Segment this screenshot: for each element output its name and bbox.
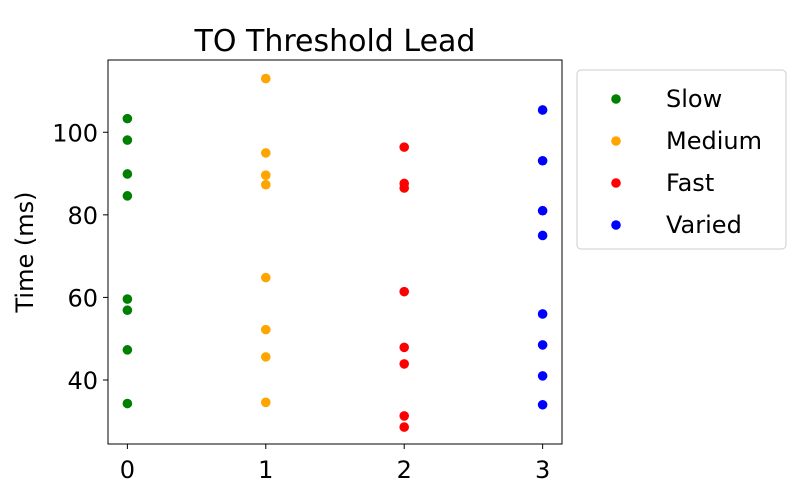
data-point-fast-3 [399, 286, 410, 297]
data-point-slow-0 [122, 113, 133, 124]
data-points [122, 73, 548, 432]
data-point-varied-5 [537, 340, 548, 350]
data-point-medium-1 [260, 148, 271, 158]
data-point-slow-3 [122, 191, 133, 201]
data-point-fast-7 [399, 422, 410, 432]
data-point-medium-2 [260, 170, 271, 180]
x-tick-label-3: 3 [535, 456, 550, 484]
data-point-varied-4 [537, 309, 548, 319]
plot-area-frame [107, 59, 563, 445]
legend: Slow Medium Fast Varied [576, 69, 787, 250]
y-tick-label-40: 40 [67, 367, 98, 395]
legend-frame [576, 69, 787, 250]
y-axis-label: Time (ms) [11, 192, 39, 314]
data-point-slow-6 [122, 345, 133, 355]
x-tick-label-1: 1 [258, 456, 273, 484]
legend-entries: Slow Medium Fast Varied [611, 85, 762, 239]
legend-marker-medium [611, 136, 621, 146]
data-point-fast-6 [399, 411, 410, 421]
data-point-fast-4 [399, 342, 410, 353]
data-point-varied-6 [537, 371, 548, 381]
data-point-varied-1 [537, 155, 548, 166]
data-point-fast-0 [399, 142, 410, 152]
data-point-slow-2 [122, 169, 133, 179]
legend-label-varied: Varied [666, 211, 742, 239]
y-tick-label-60: 60 [67, 284, 98, 312]
data-point-slow-4 [122, 294, 133, 304]
legend-label-fast: Fast [666, 169, 714, 197]
data-point-slow-7 [122, 398, 133, 409]
data-point-medium-3 [260, 179, 271, 190]
data-point-slow-1 [122, 135, 133, 145]
data-point-fast-5 [399, 359, 410, 369]
legend-label-slow: Slow [666, 85, 722, 113]
x-tick-label-0: 0 [120, 456, 135, 484]
legend-marker-varied [611, 220, 621, 230]
data-point-medium-7 [260, 397, 271, 408]
y-axis-ticks: 40 60 80 100 [52, 119, 108, 395]
chart-title: TO Threshold Lead [194, 24, 476, 59]
data-point-varied-3 [537, 230, 548, 241]
x-tick-label-2: 2 [397, 456, 412, 484]
x-axis-ticks: 0 1 2 3 [120, 444, 550, 484]
data-point-varied-2 [537, 205, 548, 216]
legend-label-medium: Medium [666, 127, 762, 155]
data-point-medium-0 [260, 73, 271, 84]
data-point-medium-4 [260, 272, 271, 283]
data-point-medium-5 [260, 324, 271, 335]
data-point-varied-7 [537, 399, 548, 410]
data-point-varied-0 [537, 105, 548, 115]
data-point-fast-2 [399, 183, 410, 193]
data-point-slow-5 [122, 305, 133, 316]
legend-marker-slow [611, 94, 621, 104]
y-tick-label-100: 100 [52, 119, 98, 147]
legend-marker-fast [611, 178, 621, 188]
data-point-medium-6 [260, 352, 271, 362]
y-tick-label-80: 80 [67, 202, 98, 230]
